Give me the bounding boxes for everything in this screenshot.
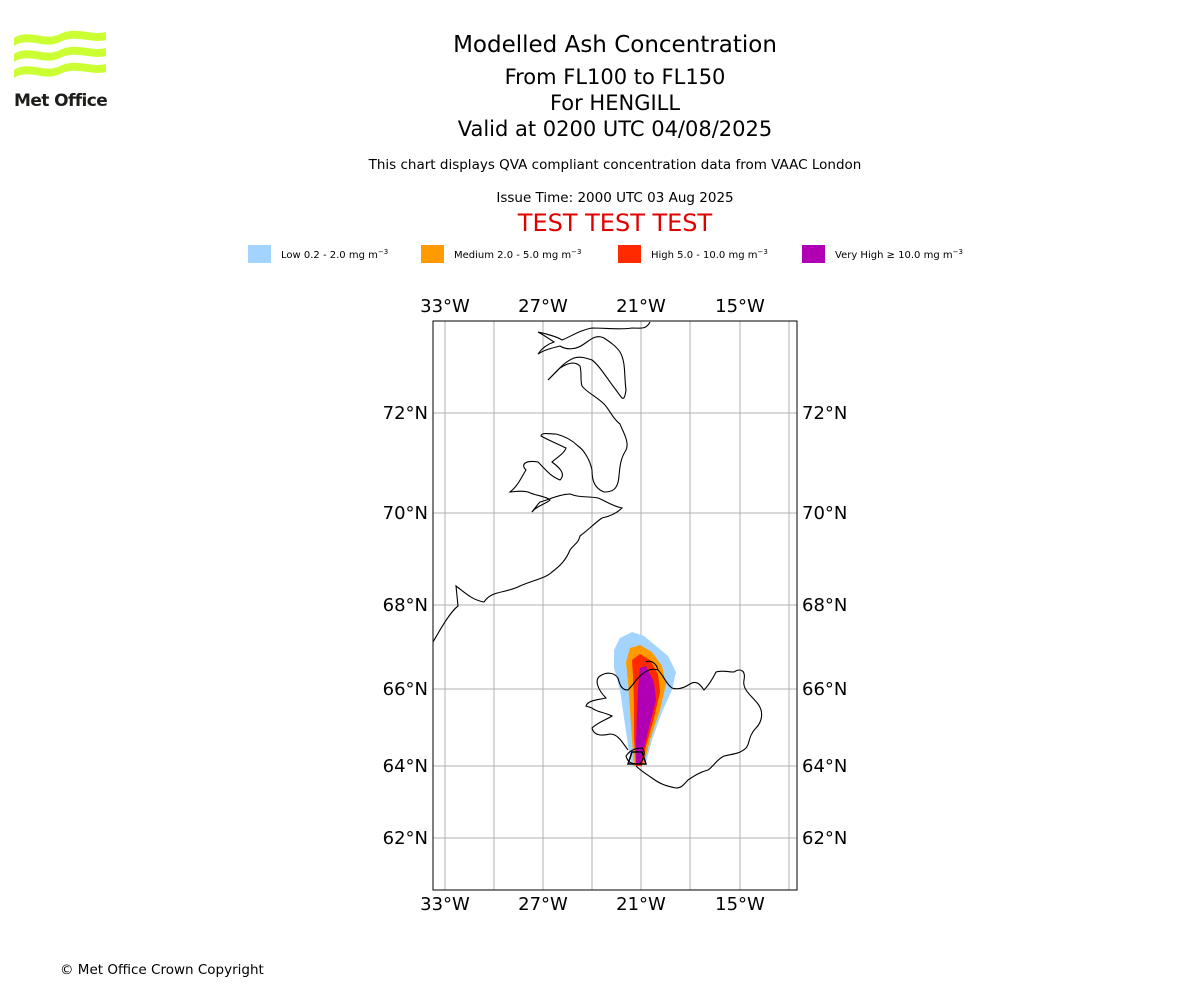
met-office-logo-waves-icon	[14, 30, 106, 78]
lon-label-top-21w: 21°W	[616, 296, 666, 317]
lon-label-top-33w: 33°W	[420, 296, 470, 317]
volcano-name: For HENGILL	[549, 91, 681, 115]
legend-swatch-high	[618, 245, 641, 263]
legend-item-medium: Medium 2.0 - 5.0 mg m−3	[421, 244, 581, 264]
lon-label-top-15w: 15°W	[715, 296, 765, 317]
logo-text: Met Office	[14, 91, 108, 111]
map-frame	[432, 320, 798, 891]
lat-label-left-72n: 72°N	[383, 403, 428, 424]
lat-label-right-64n: 64°N	[802, 756, 847, 777]
volcano-marker-icon	[626, 751, 648, 765]
lat-labels-left: 72°N 70°N 68°N 66°N 64°N 62°N	[383, 403, 428, 849]
legend-item-very-high: Very High ≥ 10.0 mg m−3	[802, 244, 963, 264]
lat-label-right-72n: 72°N	[802, 403, 847, 424]
legend-exp-medium: −3	[571, 247, 582, 256]
flight-levels: From FL100 to FL150	[504, 65, 726, 89]
chart-header: Modelled Ash Concentration From FL100 to…	[215, 30, 1015, 237]
legend-exp-high: −3	[757, 247, 768, 256]
lon-label-bottom-33w: 33°W	[420, 894, 470, 915]
legend-label-low: Low 0.2 - 2.0 mg m	[281, 249, 378, 261]
legend-exp-low: −3	[377, 247, 389, 256]
test-banner: TEST TEST TEST	[517, 209, 713, 237]
lat-label-left-68n: 68°N	[383, 595, 428, 616]
lat-labels-right: 72°N 70°N 68°N 66°N 64°N 62°N	[802, 403, 847, 849]
issue-time: Issue Time: 2000 UTC 03 Aug 2025	[496, 190, 734, 206]
valid-time: Valid at 0200 UTC 04/08/2025	[457, 117, 773, 141]
lat-label-left-64n: 64°N	[383, 756, 428, 777]
lat-label-left-62n: 62°N	[383, 828, 428, 849]
legend-label-medium: Medium 2.0 - 5.0 mg m	[454, 249, 572, 261]
lat-label-left-66n: 66°N	[383, 679, 428, 700]
legend-swatch-very-high	[802, 245, 825, 263]
legend-item-high: High 5.0 - 10.0 mg m−3	[618, 244, 768, 264]
lon-labels-bottom: 33°W 27°W 21°W 15°W	[420, 894, 765, 915]
legend-swatch-medium	[421, 245, 444, 263]
legend-item-low: Low 0.2 - 2.0 mg m−3	[248, 244, 388, 264]
legend-label-very-high: Very High ≥ 10.0 mg m	[835, 249, 953, 261]
lon-label-bottom-15w: 15°W	[715, 894, 765, 915]
legend-label-high: High 5.0 - 10.0 mg m	[651, 249, 758, 261]
ash-very-high-region	[636, 666, 656, 764]
legend-swatch-low	[248, 245, 271, 263]
lon-label-top-27w: 27°W	[518, 296, 568, 317]
coastlines	[433, 321, 763, 789]
lat-label-right-66n: 66°N	[802, 679, 847, 700]
lon-label-bottom-27w: 27°W	[518, 894, 568, 915]
lat-label-right-68n: 68°N	[802, 595, 847, 616]
lat-label-left-70n: 70°N	[383, 503, 428, 524]
chart-description: This chart displays QVA compliant concen…	[368, 157, 862, 173]
lon-labels-top: 33°W 27°W 21°W 15°W	[420, 296, 765, 317]
legend-exp-very-high: −3	[952, 247, 963, 256]
copyright-text: © Met Office Crown Copyright	[60, 962, 264, 978]
lon-label-bottom-21w: 21°W	[616, 894, 666, 915]
map-gridlines	[433, 321, 797, 890]
lat-label-right-62n: 62°N	[802, 828, 847, 849]
met-office-logo: Met Office	[14, 30, 108, 112]
lat-label-right-70n: 70°N	[802, 503, 847, 524]
legend: Low 0.2 - 2.0 mg m−3 Medium 2.0 - 5.0 mg…	[0, 244, 1200, 264]
chart-title: Modelled Ash Concentration	[453, 32, 777, 58]
